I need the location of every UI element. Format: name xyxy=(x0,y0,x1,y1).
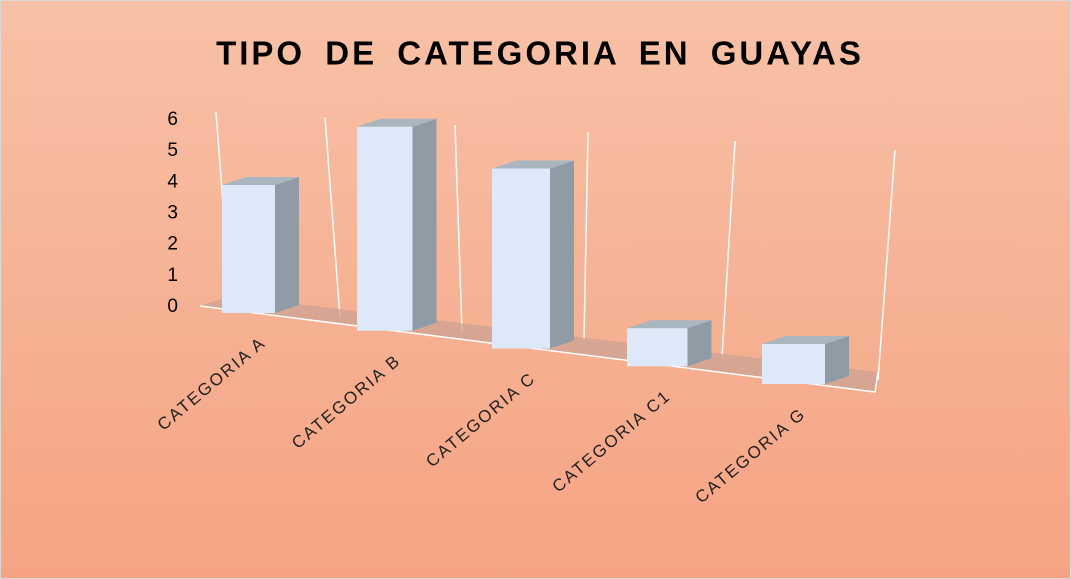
chart-title: TIPO DE CATEGORIA EN GUAYAS xyxy=(216,35,864,72)
floor-edge xyxy=(199,305,879,393)
bar xyxy=(357,126,413,331)
bar-top xyxy=(492,160,574,169)
bar-top xyxy=(357,118,437,127)
bar-side xyxy=(275,177,299,313)
y-tick-label: 1 xyxy=(167,265,178,286)
bar-top xyxy=(627,320,712,329)
y-tick-label: 5 xyxy=(167,140,178,161)
bar xyxy=(222,185,275,313)
bar xyxy=(627,328,688,367)
y-tick-label: 3 xyxy=(167,203,178,224)
bar-side xyxy=(825,336,849,384)
bar xyxy=(762,344,825,384)
y-tick-label: 2 xyxy=(167,234,178,255)
bar-side xyxy=(550,160,574,349)
bar-side xyxy=(687,320,712,367)
bar-top xyxy=(762,336,849,344)
y-tick-label: 4 xyxy=(167,171,178,192)
bar xyxy=(492,168,550,349)
y-tick-label: 0 xyxy=(167,296,178,317)
y-tick-label: 6 xyxy=(167,109,178,130)
bar-side xyxy=(412,118,437,331)
bar-top xyxy=(222,177,299,185)
